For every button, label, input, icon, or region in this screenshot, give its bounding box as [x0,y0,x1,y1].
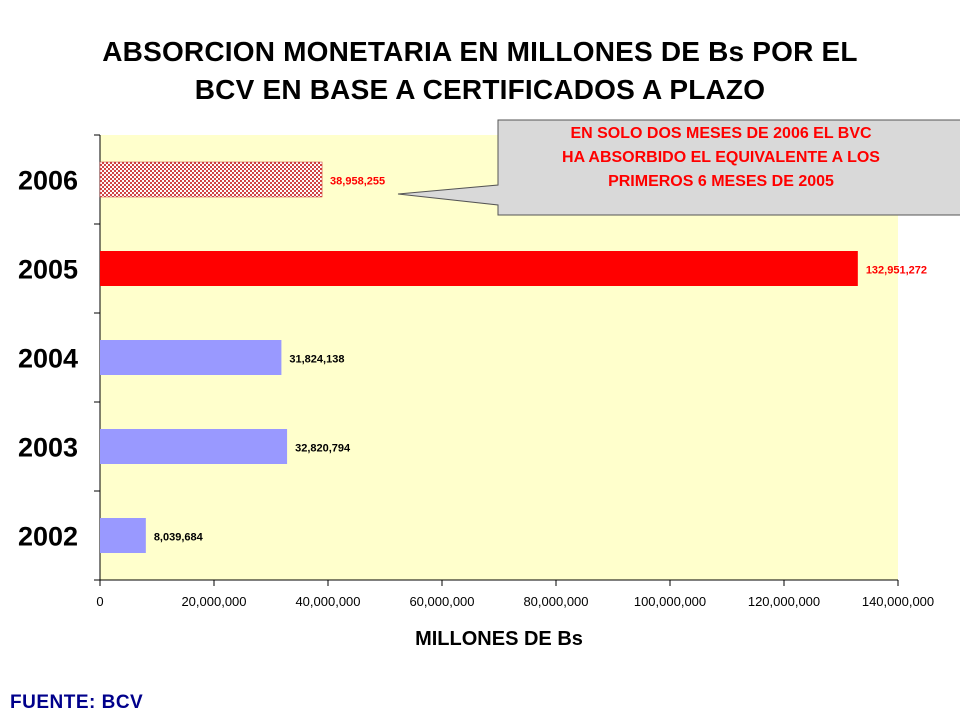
x-tick-label: 60,000,000 [409,594,474,609]
bar-2002 [100,518,146,553]
x-tick-label: 40,000,000 [295,594,360,609]
data-label-2005: 132,951,272 [866,265,927,277]
data-label-2004: 31,824,138 [289,354,344,366]
y-category-label-2002: 2002 [18,522,78,552]
x-tick-label: 20,000,000 [181,594,246,609]
y-category-label-2004: 2004 [18,344,78,374]
bar-2005 [100,251,858,286]
callout-line2: HA ABSORBIDO EL EQUIVALENTE A LOS [562,149,880,166]
x-tick-label: 100,000,000 [634,594,706,609]
chart-title-line2: BCV EN BASE A CERTIFICADOS A PLAZO [194,74,766,105]
x-tick-label: 80,000,000 [523,594,588,609]
y-category-label-2003: 2003 [18,433,78,463]
x-tick-label: 0 [96,594,103,609]
x-axis-title: MILLONES DE Bs [415,628,583,650]
bar-2004 [100,340,282,375]
data-label-2006: 38,958,255 [330,176,385,188]
bar-2006 [99,161,323,198]
callout-line3: PRIMEROS 6 MESES DE 2005 [608,173,834,190]
x-tick-label: 120,000,000 [748,594,820,609]
callout-text: EN SOLO DOS MESES DE 2006 EL BVC HA ABSO… [500,122,960,194]
source-note: FUENTE: BCV [10,692,144,713]
chart-title-line1: ABSORCION MONETARIA EN MILLONES DE Bs PO… [102,36,858,67]
y-category-label-2006: 2006 [18,166,78,196]
data-label-2002: 8,039,684 [154,532,204,544]
y-category-label-2005: 2005 [18,255,78,285]
data-label-2003: 32,820,794 [295,443,351,455]
callout-bubble [397,119,960,216]
callout-line1: EN SOLO DOS MESES DE 2006 EL BVC [570,125,872,142]
bar-2003 [100,429,288,464]
x-tick-label: 140,000,000 [862,594,934,609]
